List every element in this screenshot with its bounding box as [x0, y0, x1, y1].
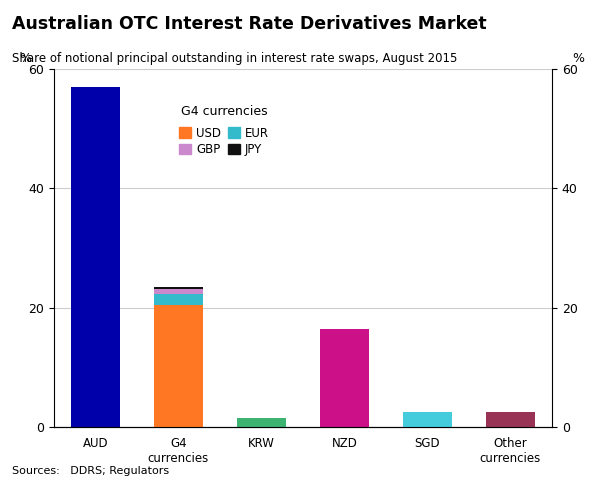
Text: %: % [19, 52, 31, 65]
Bar [154, 287, 203, 289]
Bar [154, 289, 203, 294]
Text: %: % [572, 52, 584, 65]
Bar [236, 418, 286, 427]
Bar [71, 87, 121, 427]
Legend: USD, GBP, EUR, JPY: USD, GBP, EUR, JPY [179, 127, 269, 156]
Text: Sources:   DDRS; Regulators: Sources: DDRS; Regulators [12, 466, 169, 476]
Bar [403, 412, 452, 427]
Bar [320, 328, 370, 427]
Text: Australian OTC Interest Rate Derivatives Market: Australian OTC Interest Rate Derivatives… [12, 15, 487, 33]
Text: G4 currencies: G4 currencies [181, 105, 268, 117]
Bar [154, 305, 203, 427]
Bar [154, 294, 203, 305]
Bar [485, 412, 535, 427]
Text: Share of notional principal outstanding in interest rate swaps, August 2015: Share of notional principal outstanding … [12, 52, 457, 64]
